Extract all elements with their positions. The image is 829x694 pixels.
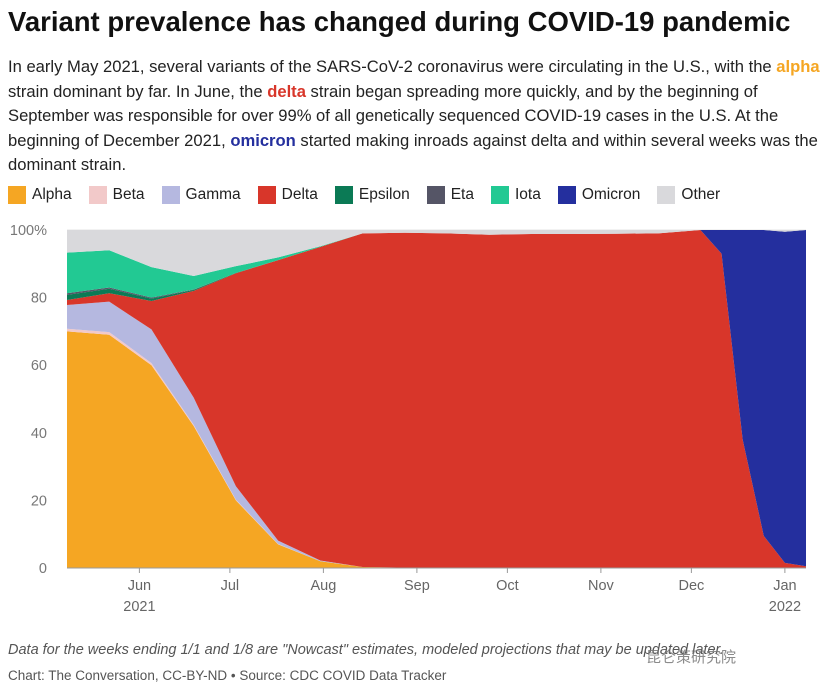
subtitle-omicron-highlight: omicron [230,130,296,150]
subtitle-delta-highlight: delta [267,81,306,101]
legend-swatch-alpha [8,186,26,204]
y-tick-label-100: 100% [10,223,47,239]
y-tick-label-40: 40 [31,426,47,442]
x-tick-label-oct: Oct [496,578,519,594]
subtitle-text-3: strain began spreading more quickly, and… [8,81,779,150]
legend-swatch-other [657,186,676,204]
subtitle-alpha-highlight: alpha [776,57,820,76]
legend-label-beta: Beta [112,186,145,203]
chart-legend: Alpha Beta Gamma Delta Epsilon Eta Iota Omicron… [8,184,823,206]
legend-label-epsilon: Epsilon [358,186,410,203]
x-tick-label-nov: Nov [588,578,615,594]
x-tick-label-dec: Dec [678,578,704,594]
area-delta [67,230,806,568]
x-tick-label-aug: Aug [310,578,336,594]
legend-swatch-beta [88,186,107,204]
area-other [67,230,806,276]
legend-item-other: Other [657,186,720,204]
area-iota [67,230,806,567]
y-tick-label-80: 80 [31,291,47,307]
legend-swatch-iota [490,186,509,204]
x-tick-label-jan: Jan [773,578,796,594]
legend-item-gamma: Gamma [161,186,241,204]
legend-item-iota: Iota [490,186,541,204]
legend-swatch-gamma [161,186,180,204]
y-tick-label-0: 0 [39,561,47,577]
x-tick-label-sep: Sep [404,578,430,594]
x-tick-label-jul: Jul [221,578,240,594]
y-tick-label-20: 20 [31,493,47,509]
legend-item-omicron: Omicron [557,186,641,204]
area-gamma [67,301,806,568]
y-tick-label-60: 60 [31,358,47,374]
legend-item-alpha: Alpha [8,186,72,204]
legend-item-delta: Delta [257,186,318,204]
subtitle-text-1: In early May 2021, several variants of t… [8,57,777,76]
legend-label-alpha: Alpha [32,186,72,203]
x-tick-label-jun: Jun [128,578,151,594]
legend-label-omicron: Omicron [581,186,641,203]
subtitle-text-2: strain dominant by far. In June, the [8,81,268,101]
legend-item-eta: Eta [426,186,474,204]
area-alpha [67,331,806,568]
legend-item-epsilon: Epsilon [334,186,410,204]
watermark-text: 昆仑策研究院 [646,649,737,666]
legend-item-beta: Beta [88,186,145,204]
x-tick-sublabel-2022: 2022 [769,599,801,615]
chart-title: Variant prevalence has changed during CO… [8,6,791,37]
chart-note: Data for the weeks ending 1/1 and 1/8 ar… [8,642,724,658]
legend-label-delta: Delta [281,186,318,203]
stacked-area-chart: 0 20 40 60 80 100% Jun 2021 Jul Aug Sep Oct Nov Dec Ja… [10,223,806,615]
legend-swatch-omicron [557,186,576,204]
legend-swatch-delta [257,186,276,204]
legend-label-iota: Iota [514,186,541,203]
chart-credit: Chart: The Conversation, CC-BY-ND • Sour… [8,668,447,683]
x-tick-sublabel-2021: 2021 [123,599,155,615]
legend-swatch-eta [426,186,445,204]
legend-label-gamma: Gamma [185,186,241,203]
area-omicron [67,230,806,567]
legend-label-eta: Eta [450,186,474,203]
legend-swatch-epsilon [334,186,353,204]
subtitle-text-4: started making inroads against delta and… [8,130,818,175]
chart-subtitle: In early May 2021, several variants of t… [8,55,823,178]
legend-label-other: Other [681,186,721,203]
